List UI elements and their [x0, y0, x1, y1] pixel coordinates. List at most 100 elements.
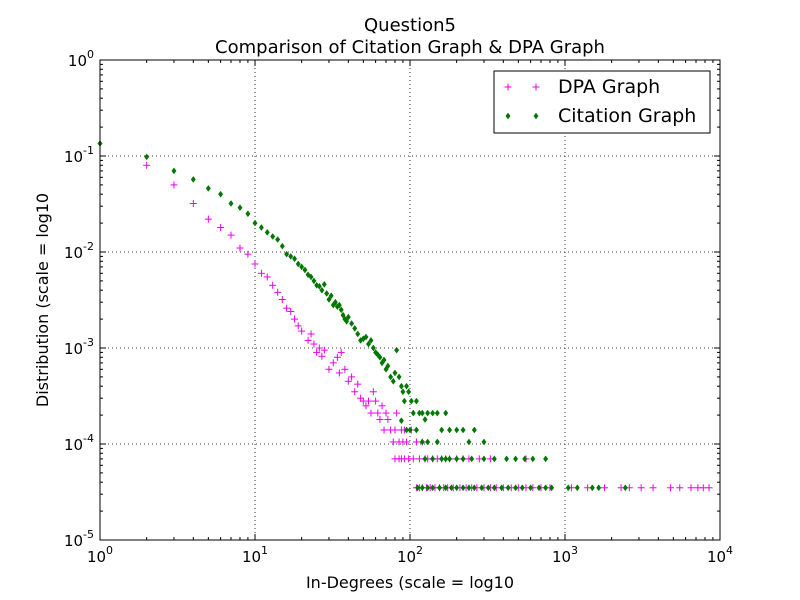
x-tick-label: 101: [242, 544, 268, 566]
data-point: [589, 484, 595, 492]
data-point: [406, 388, 412, 396]
data-point: [337, 348, 345, 356]
data-point: [443, 409, 449, 417]
data-point: [320, 346, 328, 354]
data-point: [278, 296, 286, 304]
data-point: [398, 382, 404, 390]
data-point: [204, 215, 212, 223]
data-point: [308, 273, 314, 281]
data-point: [479, 484, 485, 492]
data-point: [549, 484, 555, 492]
series-citation: [97, 140, 628, 492]
data-point: [307, 330, 315, 338]
legend-box: [493, 70, 711, 134]
data-point: [596, 484, 602, 492]
data-point: [519, 484, 525, 492]
data-point: [316, 282, 322, 290]
data-point: [313, 348, 321, 356]
data-point: [469, 455, 475, 463]
data-point: [384, 415, 392, 423]
data-point: [392, 369, 398, 377]
legend-label-dpa: DPA Graph: [558, 76, 660, 98]
data-point: [377, 353, 383, 361]
legend-diamond-marker: [505, 112, 511, 120]
data-point: [425, 484, 431, 492]
data-point: [292, 255, 298, 263]
data-point: [345, 313, 351, 321]
y-tick-label: 10-2: [64, 240, 94, 262]
data-point: [443, 455, 449, 463]
data-point: [294, 322, 302, 330]
data-point: [338, 306, 344, 314]
data-point: [367, 409, 375, 417]
data-point: [460, 484, 466, 492]
data-point: [481, 438, 487, 446]
data-point: [170, 181, 178, 189]
data-point: [528, 484, 534, 492]
data-point: [144, 153, 150, 161]
data-point: [257, 269, 265, 277]
data-point: [391, 426, 399, 434]
data-point: [287, 307, 295, 315]
data-point: [143, 161, 151, 169]
data-point: [217, 223, 225, 231]
series-layer: [97, 140, 713, 492]
data-point: [328, 292, 334, 300]
data-point: [404, 426, 410, 434]
data-point: [236, 244, 244, 252]
data-point: [430, 409, 436, 417]
x-tick-label: 100: [87, 544, 113, 566]
data-point: [363, 333, 369, 341]
data-point: [275, 236, 281, 243]
data-point: [366, 340, 372, 348]
data-point: [263, 273, 271, 281]
data-point: [227, 231, 235, 239]
data-point: [536, 484, 542, 492]
data-point: [251, 260, 259, 268]
data-point: [434, 409, 440, 417]
data-point: [325, 365, 333, 373]
data-point: [291, 315, 299, 323]
data-point: [601, 484, 609, 492]
data-point: [649, 484, 657, 492]
data-point: [574, 484, 580, 492]
data-point: [407, 426, 413, 434]
data-point: [270, 233, 276, 240]
data-point: [190, 176, 196, 183]
data-point: [284, 250, 290, 258]
data-point: [279, 242, 285, 250]
data-point: [378, 402, 386, 410]
data-point: [422, 455, 428, 463]
y-tick-label: 10-3: [64, 336, 94, 358]
data-point: [283, 304, 291, 312]
legend-plus-marker: [532, 83, 540, 91]
data-point: [319, 286, 325, 294]
data-point: [369, 388, 377, 396]
data-point: [368, 336, 374, 344]
data-point: [393, 409, 401, 417]
data-point: [400, 388, 406, 396]
data-point: [448, 484, 454, 492]
data-point: [341, 365, 349, 373]
data-point: [419, 438, 425, 446]
data-point: [454, 426, 460, 434]
data-point: [344, 317, 350, 325]
data-point: [687, 484, 695, 492]
data-point: [396, 373, 402, 381]
data-point: [380, 426, 388, 434]
y-axis-label: Distribution (scale = log10: [33, 193, 52, 407]
legend-marker-dpa: [504, 83, 540, 91]
data-point: [329, 359, 337, 367]
data-point: [436, 484, 443, 492]
data-point: [351, 388, 359, 396]
data-point: [189, 200, 197, 208]
data-point: [218, 190, 224, 198]
data-point: [491, 455, 497, 463]
legend-marker-citation: [505, 112, 539, 120]
data-point: [447, 426, 453, 434]
data-point: [352, 324, 358, 332]
data-point: [302, 266, 308, 274]
legend-diamond-marker: [533, 112, 539, 120]
data-point: [485, 484, 491, 492]
